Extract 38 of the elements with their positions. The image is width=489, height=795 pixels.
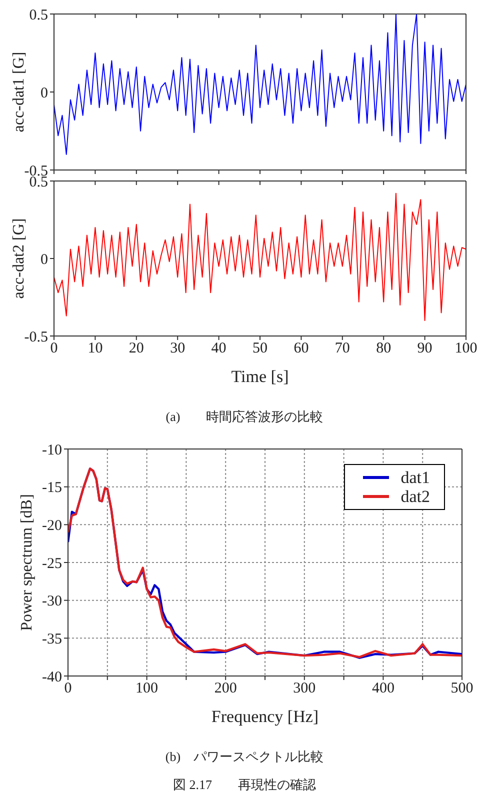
x-tick-label: 60 <box>294 340 309 357</box>
x-axis-title: Time [s] <box>231 367 289 386</box>
legend-label: dat1 <box>400 468 430 487</box>
y-tick-label: 0 <box>40 252 48 268</box>
y-tick-label: -40 <box>42 669 62 686</box>
x-tick-label: 30 <box>170 340 186 357</box>
x-axis-title: Frequency [Hz] <box>211 707 319 726</box>
x-tick-label: 0 <box>64 680 72 697</box>
x-tick-label: 100 <box>136 680 158 697</box>
x-tick-label: 200 <box>214 680 237 697</box>
y-tick-label: 0 <box>40 85 48 102</box>
x-tick-label: 70 <box>334 340 350 357</box>
text: (a) 時間応答波形の比較 <box>164 408 324 426</box>
x-tick-label: 80 <box>376 340 392 357</box>
x-tick-label: 300 <box>293 680 316 697</box>
y-tick-label: -35 <box>42 631 62 648</box>
y-tick-label: -10 <box>42 442 62 458</box>
x-tick-label: 50 <box>252 340 268 357</box>
y-axis-title: Power spectrum [dB] <box>18 494 36 631</box>
caption: 図 2.17 再現性の確認 <box>172 776 317 794</box>
y-axis-title: acc-dat1 [G] <box>10 52 28 132</box>
y-tick-label: -30 <box>42 594 62 610</box>
x-tick-label: 20 <box>128 340 144 357</box>
x-tick-label: 10 <box>88 340 103 357</box>
x-tick-label: 90 <box>417 340 432 357</box>
y-tick-label: -15 <box>42 480 62 496</box>
y-tick-label: -25 <box>42 556 62 572</box>
y-axis-title: acc-dat2 [G] <box>10 218 28 299</box>
x-tick-label: 500 <box>450 680 474 697</box>
legend-label: dat2 <box>400 487 430 506</box>
y-tick-label: 0.5 <box>29 7 48 24</box>
x-tick-label: 100 <box>454 340 478 357</box>
x-tick-label: 400 <box>372 680 394 697</box>
text: (b) パワースペクトル比較 <box>164 748 325 766</box>
x-tick-label: 40 <box>211 340 226 357</box>
y-tick-label: -20 <box>42 518 62 534</box>
line-series <box>54 192 466 321</box>
y-tick-label: -0.5 <box>24 329 48 346</box>
